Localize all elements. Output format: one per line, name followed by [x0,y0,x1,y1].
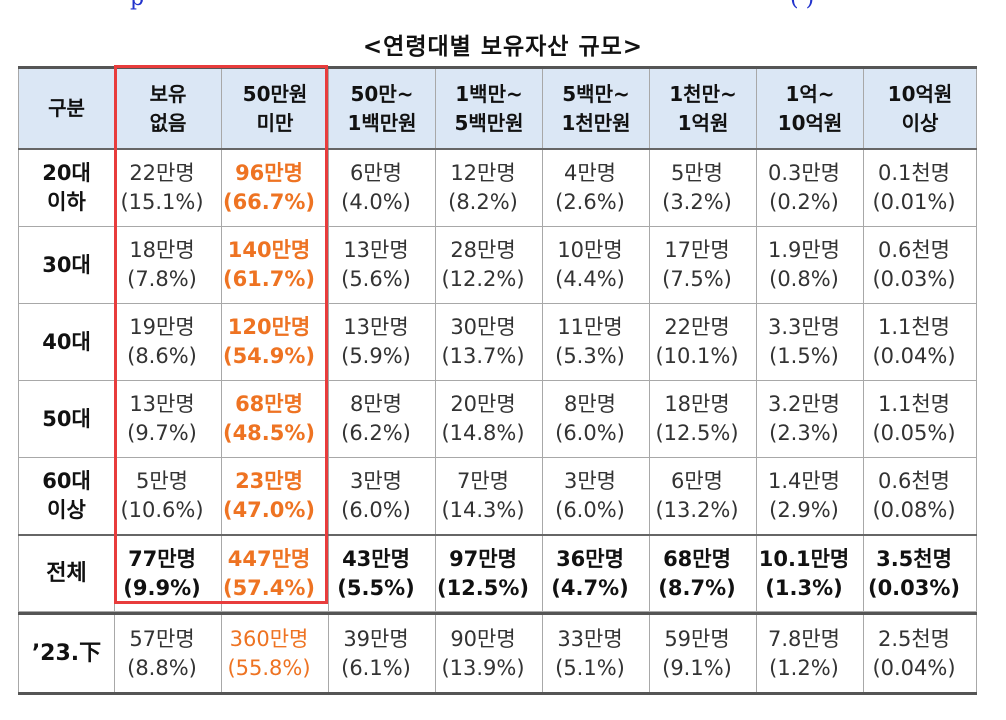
header-cell: 1억~ 10억원 [756,66,864,150]
table-cell: 6만명 (4.0%) [328,148,436,227]
table-cell: 13만명 (5.6%) [328,226,436,304]
row-label: ’23.下 [18,612,115,695]
table-cell: 97만명 (12.5%) [435,534,543,612]
table-cell: 68만명 (8.7%) [649,534,757,612]
row-label: 20대 이하 [18,148,115,227]
table-cell: 1.9만명 (0.8%) [756,226,864,304]
row-label: 50대 [18,380,115,458]
table-cell: 3.2만명 (2.3%) [756,380,864,458]
table-cell: 33만명 (5.1%) [542,612,650,695]
header-cell: 5백만~ 1천만원 [542,66,650,150]
table-cell: 10만명 (4.4%) [542,226,650,304]
table-cell: 20만명 (14.8%) [435,380,543,458]
table-cell: 96만명 (66.7%) [221,148,329,227]
table-cell: 22만명 (10.1%) [649,303,757,381]
table-cell: 18만명 (7.8%) [114,226,222,304]
table-cell: 7.8만명 (1.2%) [756,612,864,695]
table-cell: 5만명 (3.2%) [649,148,757,227]
table-cell: 18만명 (12.5%) [649,380,757,458]
table-cell: 11만명 (5.3%) [542,303,650,381]
table-cell: 68만명 (48.5%) [221,380,329,458]
row-label: 60대 이상 [18,457,115,536]
table-row: 20대 이하 22만명 (15.1%) 96만명 (66.7%) 6만명 (4.0%) 12만명… [18,148,977,227]
table-row: 50대 13만명 (9.7%) 68만명 (48.5%) 8만명 (6.2%) 20만명 (14… [18,380,977,458]
header-cell: 10억원 이상 [863,66,977,150]
table-cell: 6만명 (13.2%) [649,457,757,536]
header-cell: 보유 없음 [114,66,222,150]
table-cell: 0.6천명 (0.03%) [863,226,977,304]
table-cell: 43만명 (5.5%) [328,534,436,612]
table-cell: 22만명 (15.1%) [114,148,222,227]
table-cell: 3.3만명 (1.5%) [756,303,864,381]
table-cell: 57만명 (8.8%) [114,612,222,695]
row-label: 30대 [18,226,115,304]
table-cell: 2.5천명 (0.04%) [863,612,977,695]
header-row: 구분 보유 없음 50만원 미만 50만~ 1백만원 1백만~ 5백만원 5백만~ 1천만… [18,66,977,150]
table-cell: 120만명 (54.9%) [221,303,329,381]
table-cell: 23만명 (47.0%) [221,457,329,536]
table-row: 60대 이상 5만명 (10.6%) 23만명 (47.0%) 3만명 (6.0%) 7만명 (1… [18,457,977,536]
table-cell: 447만명 (57.4%) [221,534,329,612]
page-title: <연령대별 보유자산 규모> [362,34,644,60]
table-cell: 90만명 (13.9%) [435,612,543,695]
table-cell: 7만명 (14.3%) [435,457,543,536]
table-cell: 140만명 (61.7%) [221,226,329,304]
header-cell: 50만~ 1백만원 [328,66,436,150]
table-cell: 360만명 (55.8%) [221,612,329,695]
clipped-text-right: ( ) [790,0,814,10]
table-row: 40대 19만명 (8.6%) 120만명 (54.9%) 13만명 (5.9%) 30만명(… [18,303,977,381]
header-cell: 50만원 미만 [221,66,329,150]
table-cell: 13만명 (5.9%) [328,303,436,381]
table-cell: 0.3만명 (0.2%) [756,148,864,227]
table-cell: 3만명 (6.0%) [328,457,436,536]
table-cell: 59만명 (9.1%) [649,612,757,695]
total-row: 전체 77만명 (9.9%) 447만명 (57.4%) 43만명 (5.5%) 97만명 (1… [18,534,977,612]
table-cell: 5만명 (10.6%) [114,457,222,536]
table-cell: 8만명 (6.2%) [328,380,436,458]
table-cell: 8만명 (6.0%) [542,380,650,458]
table-cell: 36만명 (4.7%) [542,534,650,612]
table-cell: 10.1만명 (1.3%) [756,534,864,612]
table-row: 30대 18만명 (7.8%) 140만명 (61.7%) 13만명 (5.6%) 28만명(… [18,226,977,304]
clipped-text-left: p [130,0,144,10]
header-cell: 구분 [18,66,115,150]
header-cell: 1천만~ 1억원 [649,66,757,150]
clipped-text-above: p ( ) [0,0,1006,14]
table-cell: 3만명 (6.0%) [542,457,650,536]
table-cell: 1.1천명 (0.04%) [863,303,977,381]
table-cell: 30만명 (13.7%) [435,303,543,381]
table-cell: 13만명 (9.7%) [114,380,222,458]
table-cell: 1.1천명 (0.05%) [863,380,977,458]
asset-table: 구분 보유 없음 50만원 미만 50만~ 1백만원 1백만~ 5백만원 5백만~ 1천만… [18,66,977,695]
table-cell: 12만명 (8.2%) [435,148,543,227]
row-label: 40대 [18,303,115,381]
table-cell: 1.4만명 (2.9%) [756,457,864,536]
previous-period-row: ’23.下 57만명 (8.8%) 360만명 (55.8%) 39만명 (6.1%) 90만… [18,612,977,695]
table-cell: 19만명 (8.6%) [114,303,222,381]
table-cell: 77만명 (9.9%) [114,534,222,612]
table-cell: 39만명 (6.1%) [328,612,436,695]
table-cell: 0.6천명 (0.08%) [863,457,977,536]
table-cell: 17만명 (7.5%) [649,226,757,304]
row-label: 전체 [18,534,115,612]
table-cell: 28만명 (12.2%) [435,226,543,304]
header-cell: 1백만~ 5백만원 [435,66,543,150]
table-cell: 4만명 (2.6%) [542,148,650,227]
table-cell: 0.1천명 (0.01%) [863,148,977,227]
table-cell: 3.5천명 (0.03%) [863,534,977,612]
